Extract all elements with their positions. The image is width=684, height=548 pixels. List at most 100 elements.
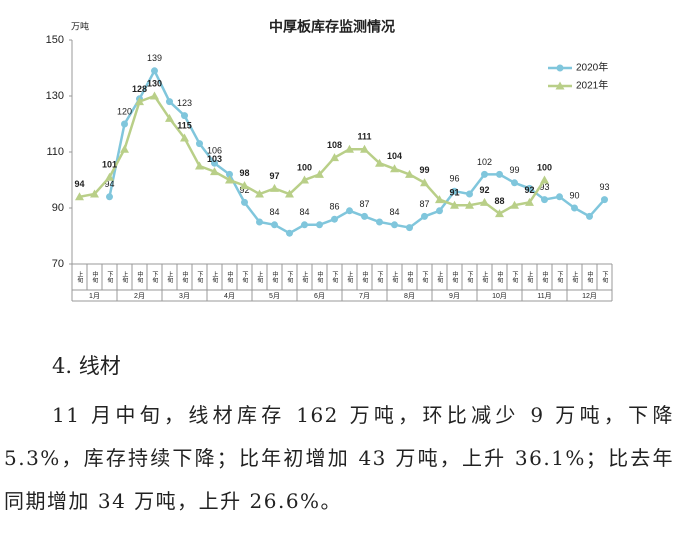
data-label: 111 (357, 132, 371, 142)
point (436, 207, 443, 215)
point (420, 178, 429, 187)
legend-label: 2021年 (576, 79, 608, 92)
x-tick-label: 上旬 (481, 270, 488, 284)
point (406, 224, 413, 232)
data-label: 90 (569, 190, 579, 200)
point (451, 187, 458, 195)
point (376, 218, 383, 226)
point (195, 161, 204, 170)
point (106, 193, 113, 201)
point (330, 153, 339, 162)
x-tick-label: 上旬 (571, 270, 578, 284)
y-tick-label: 110 (46, 146, 64, 158)
point (151, 67, 158, 75)
heading: 4. 线材 (52, 354, 121, 378)
point (556, 64, 564, 72)
x-tick-label: 上旬 (346, 270, 353, 284)
x-tick-label: 中旬 (181, 270, 188, 284)
series-line (108, 68, 606, 235)
point (421, 212, 428, 220)
point (526, 184, 533, 192)
point (240, 181, 249, 190)
point (315, 169, 324, 178)
x-tick-label: 上旬 (256, 270, 263, 284)
data-label: 87 (359, 199, 369, 209)
data-label: 93 (539, 182, 549, 192)
point (510, 200, 519, 209)
x-tick-label: 上旬 (166, 270, 173, 284)
point (540, 175, 549, 184)
data-label: 92 (524, 185, 534, 195)
group-label: 8月 (404, 292, 415, 300)
x-tick-label: 下旬 (196, 271, 203, 284)
x-tick-label: 下旬 (466, 271, 473, 284)
x-tick-label: 下旬 (286, 271, 293, 284)
point (481, 170, 488, 178)
point (286, 229, 293, 237)
point (391, 221, 398, 229)
point (405, 169, 414, 178)
x-tick-label: 中旬 (316, 270, 323, 284)
data-label: 84 (389, 207, 399, 217)
data-label: 91 (449, 188, 459, 198)
point (211, 159, 218, 167)
point (495, 209, 504, 218)
data-label: 87 (419, 199, 429, 209)
point (75, 192, 84, 201)
data-label: 96 (449, 174, 459, 184)
data-label: 98 (239, 168, 249, 178)
group-label: 2月 (134, 292, 145, 300)
point (361, 212, 368, 220)
point (256, 218, 263, 226)
x-tick-label: 上旬 (121, 270, 128, 284)
data-label: 86 (329, 202, 339, 212)
x-tick-label: 下旬 (421, 271, 428, 284)
data-label: 92 (239, 185, 249, 195)
point (270, 183, 279, 192)
point (150, 91, 159, 100)
point (450, 200, 459, 209)
data-label: 92 (479, 185, 489, 195)
point (480, 197, 489, 206)
data-label: 99 (419, 165, 429, 175)
point (180, 133, 189, 142)
group-label: 7月 (359, 292, 370, 300)
group-label: 5月 (269, 292, 280, 300)
data-label: 130 (147, 78, 162, 88)
paragraph: 11 月中旬，线材库存 162 万吨，环比减少 9 万吨，下降 5.3%，库存持… (4, 403, 674, 513)
point (496, 170, 503, 178)
x-tick-label: 中旬 (451, 270, 458, 284)
point (105, 172, 114, 181)
group-label: 1月 (89, 292, 100, 300)
point (360, 144, 369, 153)
data-label: 94 (104, 179, 114, 189)
point (120, 144, 129, 153)
point (465, 200, 474, 209)
point (255, 189, 264, 198)
point (556, 193, 563, 201)
x-tick-label: 中旬 (586, 270, 593, 284)
point (196, 140, 203, 148)
point (225, 175, 234, 184)
x-tick-label: 中旬 (541, 270, 548, 284)
x-tick-label: 中旬 (361, 270, 368, 284)
point (121, 120, 128, 128)
point (390, 164, 399, 173)
x-tick-label: 中旬 (136, 270, 143, 284)
point (181, 112, 188, 120)
data-label: 99 (509, 165, 519, 175)
x-tick-label: 下旬 (511, 271, 518, 284)
data-label: 106 (207, 146, 222, 156)
group-label: 11月 (537, 292, 551, 300)
point (346, 207, 353, 215)
point (466, 190, 473, 198)
y-tick-label: 150 (46, 34, 64, 46)
point (541, 196, 548, 204)
x-tick-label: 下旬 (331, 271, 338, 284)
data-label: 102 (477, 157, 492, 167)
point (601, 196, 608, 204)
x-tick-label: 上旬 (526, 270, 533, 284)
y-tick-label: 70 (52, 258, 64, 270)
point (571, 204, 578, 212)
data-label: 93 (599, 182, 609, 192)
